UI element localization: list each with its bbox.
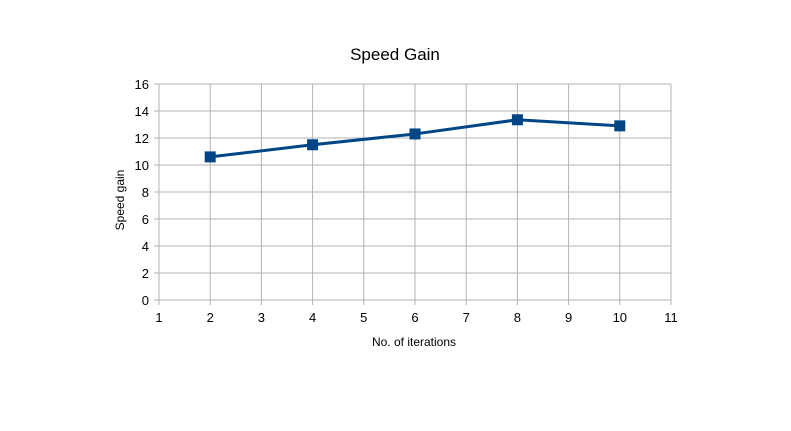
series-group [204,114,626,163]
x-tick-labels: 1 2 3 4 5 6 7 8 9 10 11 [155,310,677,325]
data-point-marker [409,128,421,140]
y-tick-label: 2 [142,266,149,281]
x-tick-label: 6 [411,310,418,325]
y-axis-label: Speed gain [113,170,127,231]
x-tick-label: 10 [613,310,627,325]
y-tick-labels: 0 2 4 6 8 10 12 14 16 [135,77,149,308]
x-tick-label: 3 [258,310,265,325]
data-point-marker [204,151,216,163]
y-tick-label: 4 [142,239,149,254]
y-tick-label: 0 [142,293,149,308]
x-tick-label: 7 [463,310,470,325]
x-tick-label: 1 [155,310,162,325]
grid-lines [154,83,672,305]
x-tick-label: 11 [664,310,678,325]
y-tick-label: 8 [142,185,149,200]
x-tick-label: 9 [565,310,572,325]
x-tick-label: 2 [207,310,214,325]
y-tick-label: 10 [135,158,149,173]
y-tick-label: 6 [142,212,149,227]
y-tick-label: 14 [135,104,149,119]
x-tick-label: 5 [360,310,367,325]
data-point-marker [511,114,523,126]
chart-title: Speed Gain [350,45,440,64]
x-tick-label: 4 [309,310,316,325]
y-tick-label: 12 [135,131,149,146]
data-point-marker [614,120,626,132]
y-tick-label: 16 [135,77,149,92]
x-tick-label: 8 [514,310,521,325]
x-axis-label: No. of iterations [372,335,456,349]
data-point-marker [307,139,319,151]
